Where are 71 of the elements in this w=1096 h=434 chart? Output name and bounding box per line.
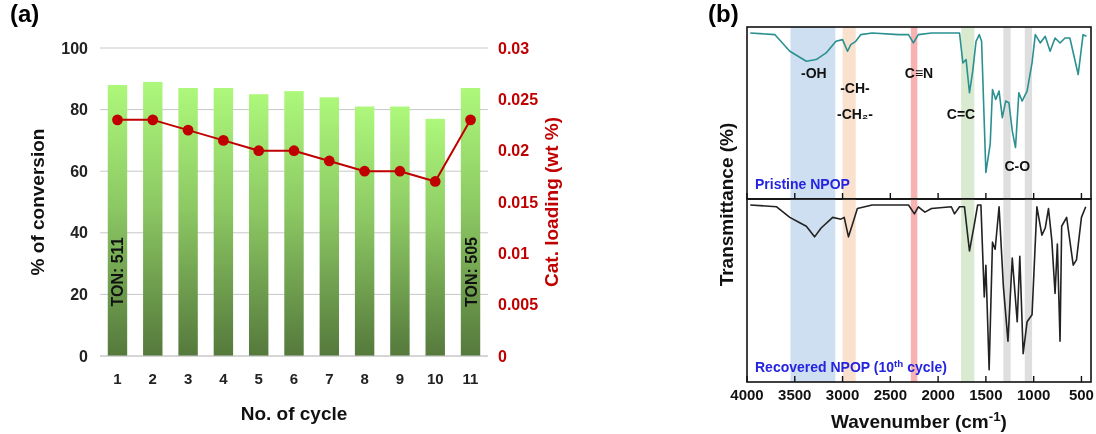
x-tick-label: 3500 — [778, 386, 812, 403]
bar — [178, 88, 198, 356]
y2-tick-label: 0 — [498, 347, 507, 365]
annotation: Pristine NPOP — [755, 176, 850, 192]
x-tick-label: 1500 — [969, 386, 1003, 403]
x-tick-label: 1000 — [1016, 386, 1051, 403]
x-tick-label: 6 — [289, 370, 299, 387]
bar — [460, 88, 481, 356]
x-tick-label: 10 — [426, 370, 444, 387]
point — [465, 114, 476, 126]
x-tick-label: 5 — [254, 370, 263, 387]
annotation: C=C — [946, 106, 976, 123]
x-tick-label: 2 — [148, 370, 157, 387]
bar — [425, 118, 445, 356]
annotation: -CH₂- — [837, 106, 874, 123]
point — [112, 114, 123, 126]
annotation: C≡N — [904, 64, 934, 81]
x-tick-label: 3000 — [825, 386, 860, 403]
point — [288, 145, 300, 157]
x-tick-label: 2000 — [921, 386, 955, 403]
y-tick-label: 40 — [70, 224, 89, 242]
x-tick-label: 7 — [325, 370, 334, 387]
y-tick-label: 80 — [70, 101, 89, 119]
point — [182, 124, 194, 136]
y-tick-label: 20 — [70, 286, 89, 303]
x-tick-label: 2500 — [873, 386, 908, 403]
y-tick-label: 0 — [79, 347, 89, 365]
y-axis-title: % of conversion — [27, 128, 48, 276]
x-tick-label: 3 — [183, 370, 193, 387]
x-tick-label: 11 — [462, 370, 479, 387]
y2-tick-label: 0.005 — [498, 296, 539, 314]
bar — [354, 106, 375, 356]
chart-title: (a) — [10, 0, 40, 27]
x-tick-label: 1 — [113, 370, 122, 387]
y2-tick-label: 0.025 — [498, 90, 539, 108]
annotation: C-O — [1004, 157, 1031, 174]
point — [394, 165, 406, 177]
x-tick-label: 8 — [360, 370, 369, 387]
y2-tick-label: 0.015 — [498, 193, 539, 211]
point — [218, 135, 229, 146]
y2-tick-label: 0.03 — [498, 39, 530, 57]
bar — [390, 106, 410, 356]
annotation: TON: 505 — [462, 236, 480, 307]
chart-title: (b) — [708, 0, 739, 27]
y2-tick-label: 0.01 — [498, 244, 530, 262]
bar — [107, 84, 128, 356]
x-axis-title: No. of cycle — [240, 403, 348, 424]
y-axis-title: Transmittance (%) — [716, 122, 737, 287]
x-tick-label: 4 — [219, 370, 229, 387]
y2-axis-title: Cat. loading (wt %) — [541, 117, 562, 287]
point — [359, 165, 370, 177]
bar — [213, 88, 234, 356]
point — [147, 114, 159, 126]
annotation: TON: 511 — [109, 237, 127, 307]
x-axis-title: Wavenumber (cm$^{-1}$) — [831, 408, 1007, 432]
bar — [284, 91, 304, 356]
point — [429, 176, 441, 187]
y-tick-label: 60 — [70, 162, 89, 180]
bar — [319, 97, 340, 356]
annotation: Recovered NPOP (10$^{th}$ cycle) — [755, 357, 947, 375]
point — [253, 145, 265, 157]
y-tick-label: 100 — [61, 39, 89, 57]
y2-tick-label: 0.02 — [498, 142, 530, 160]
x-tick-label: 500 — [1068, 386, 1094, 403]
x-tick-label: 9 — [395, 370, 405, 387]
x-tick-label: 4000 — [730, 386, 764, 403]
bar — [248, 94, 269, 356]
annotation: -CH- — [840, 79, 871, 96]
point — [323, 155, 335, 167]
bar — [143, 81, 163, 356]
annotation: -OH — [801, 64, 827, 81]
